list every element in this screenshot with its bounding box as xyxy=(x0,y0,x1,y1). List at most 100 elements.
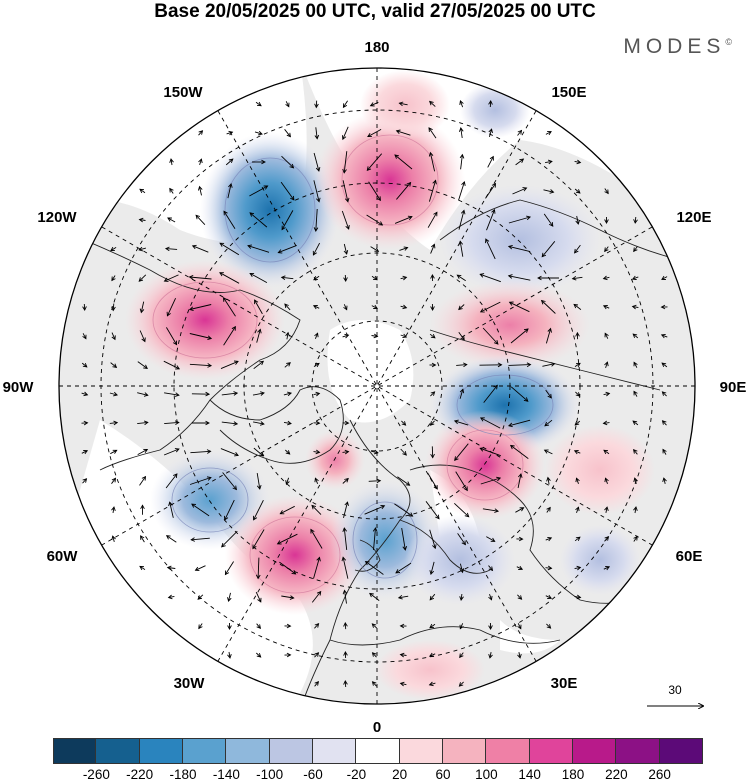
wind-vector-arrow xyxy=(166,535,177,543)
coastline-siberia xyxy=(429,329,661,391)
wind-vector-head xyxy=(402,450,407,456)
wind-vector-head xyxy=(461,540,466,546)
wind-vector-head xyxy=(430,453,435,459)
wind-vector-arrow xyxy=(342,180,349,202)
wind-vector-head xyxy=(604,189,609,195)
wind-vector-head xyxy=(454,456,459,462)
wind-vector-head xyxy=(276,540,282,545)
wind-vector-head xyxy=(633,506,638,511)
wind-vector-head xyxy=(603,449,609,455)
wind-vector-head xyxy=(373,333,379,339)
wind-vector-head xyxy=(376,478,382,484)
wind-vector-arrow xyxy=(576,507,579,513)
wind-vector-head xyxy=(433,211,438,217)
wind-vector-arrow xyxy=(109,392,118,396)
wind-vector-arrow xyxy=(138,247,147,251)
wind-vector-arrow xyxy=(517,473,522,489)
wind-vector-head xyxy=(461,181,466,186)
wind-vector-arrow xyxy=(574,160,581,164)
wind-vector-arrow xyxy=(508,216,531,224)
wind-vector-head xyxy=(227,654,232,659)
anomaly-low-eastern-europe xyxy=(405,515,515,605)
wind-vector-head xyxy=(378,221,384,226)
wind-vector-arrow xyxy=(572,276,583,280)
wind-vector-arrow xyxy=(223,211,236,229)
wind-vector-head xyxy=(310,528,315,534)
wind-vector-arrow xyxy=(364,505,385,515)
wind-vector-head xyxy=(485,238,490,244)
wind-vector-head xyxy=(263,185,269,190)
wind-vector-arrow xyxy=(112,507,115,513)
wind-vector-arrow xyxy=(515,158,524,166)
wind-vector-head xyxy=(281,225,286,231)
wind-vector-arrow xyxy=(81,450,88,454)
wind-vector-arrow xyxy=(139,188,146,194)
wind-vector-arrow xyxy=(139,476,146,486)
wind-vector-arrow xyxy=(483,385,498,403)
wind-vector-arrow xyxy=(482,327,499,345)
colorbar-cell xyxy=(443,738,487,764)
wind-vector-arrow xyxy=(394,154,413,170)
wind-vector-arrow xyxy=(110,247,117,251)
wind-vector-head xyxy=(284,303,289,309)
wind-vector-head xyxy=(313,227,319,232)
wind-vector-arrow xyxy=(605,478,608,484)
wind-vector-arrow xyxy=(199,186,202,196)
wind-vector-head xyxy=(544,421,550,427)
wind-vector-head xyxy=(661,275,666,280)
wind-vector-arrow xyxy=(343,151,348,173)
wind-vector-head xyxy=(602,275,608,281)
lon-label-120e: 120E xyxy=(676,209,711,226)
wind-vector-arrow xyxy=(189,477,212,485)
wind-vector-arrow xyxy=(429,653,436,657)
graticule xyxy=(59,68,695,704)
wind-vector-head xyxy=(631,275,637,281)
wind-vector-arrow xyxy=(517,623,522,629)
wind-vector-arrow xyxy=(195,565,206,571)
wind-vector-arrow xyxy=(167,217,176,223)
wind-vector-head xyxy=(314,332,319,338)
map-disk xyxy=(59,68,695,704)
contour-bering-inner xyxy=(341,134,439,226)
wind-vector-head xyxy=(547,536,553,542)
wind-vector-head xyxy=(314,623,320,628)
wind-vector-head xyxy=(488,566,494,572)
wind-vector-arrow xyxy=(398,595,409,599)
wind-vector-arrow xyxy=(228,651,231,659)
wind-vector-head xyxy=(632,448,638,454)
wind-vector-head xyxy=(458,305,463,311)
colorbar-tick-label: -100 xyxy=(256,767,284,782)
wind-vector-head xyxy=(256,653,262,658)
wind-vector-head xyxy=(575,362,581,368)
wind-vector-head xyxy=(205,420,210,426)
wind-vector-arrow xyxy=(165,248,178,250)
wind-vector-head xyxy=(430,306,435,311)
wind-vector-arrow xyxy=(225,561,234,575)
wind-vector-arrow xyxy=(283,392,292,396)
wind-vector-head xyxy=(197,185,203,191)
wind-vector-arrow xyxy=(249,273,268,283)
wind-vector-arrow xyxy=(661,276,668,280)
colorbar-tick-label: -260 xyxy=(82,767,110,782)
wind-vector-arrow xyxy=(366,214,383,226)
wind-vector-head xyxy=(314,680,320,686)
wind-vector-arrow xyxy=(459,623,464,629)
wind-vector-head xyxy=(111,477,117,483)
wind-vector-arrow xyxy=(480,301,501,313)
anomaly-high-central-asia xyxy=(545,425,655,515)
wind-vector-arrow xyxy=(634,506,637,514)
wind-vector-arrow xyxy=(453,502,470,518)
wind-vector-arrow xyxy=(139,330,146,342)
wind-vector-head xyxy=(316,556,321,562)
wind-vector-arrow xyxy=(254,131,263,135)
wind-vector-head xyxy=(523,328,529,333)
wind-vector-arrow xyxy=(662,420,667,426)
wind-vector-arrow xyxy=(662,391,667,397)
wind-vector-head xyxy=(488,625,493,630)
wind-vector-arrow xyxy=(486,209,495,231)
wind-vector-head xyxy=(518,565,524,570)
wind-vector-head xyxy=(395,129,401,135)
wind-vector-head xyxy=(660,333,666,339)
wind-vector-arrow xyxy=(344,590,347,604)
wind-vector-head xyxy=(633,535,638,541)
